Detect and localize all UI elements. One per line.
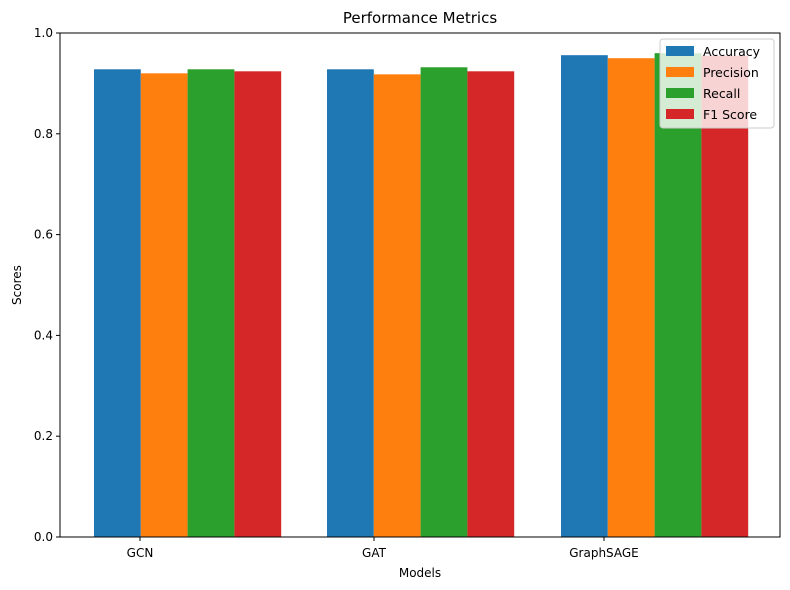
legend: Accuracy Precision Recall F1 Score [659,38,775,129]
y-axis: 0.0 0.2 0.4 0.6 0.8 1.0 [34,26,60,544]
legend-label: Precision [703,65,759,80]
y-tick-label: 0.2 [34,429,53,443]
bar-gcn-recall [187,69,235,537]
bar-gcn-precision [140,73,188,537]
y-tick-label: 0.4 [34,328,53,342]
bar-graphsage-accuracy [561,55,608,538]
x-axis-label: Models [399,566,441,580]
legend-label: Recall [703,86,740,101]
bar-gat-recall [420,67,468,538]
bar-gat-f1-score [467,71,515,538]
bar-gat-accuracy [327,69,374,537]
legend-frame [659,38,775,129]
y-tick-label: 0.8 [34,127,53,141]
bar-graphsage-f1-score [701,55,749,538]
bar-gcn-accuracy [94,69,141,537]
x-axis: GCN GAT GraphSAGE [127,537,639,560]
legend-swatch [666,109,694,119]
bar-gat-precision [373,74,421,537]
plot-frame [59,32,781,538]
x-tick-label: GCN [127,546,154,560]
x-tick-label: GraphSAGE [569,546,639,560]
y-tick-label: 0.6 [34,228,53,242]
x-tick-label: GAT [362,546,387,560]
y-axis-label: Scores [10,265,24,305]
legend-swatch [666,67,694,77]
y-tick-label: 0.0 [34,530,53,544]
bar-graphsage-precision [607,58,655,537]
bars-layer [94,53,749,538]
legend-label: Accuracy [703,44,761,59]
legend-swatch [666,46,694,56]
legend-swatch [666,88,694,98]
legend-label: F1 Score [703,107,757,122]
y-tick-label: 1.0 [34,26,53,40]
bar-graphsage-recall [654,53,702,537]
chart-title: Performance Metrics [343,9,497,27]
bar-gcn-f1-score [234,71,282,538]
